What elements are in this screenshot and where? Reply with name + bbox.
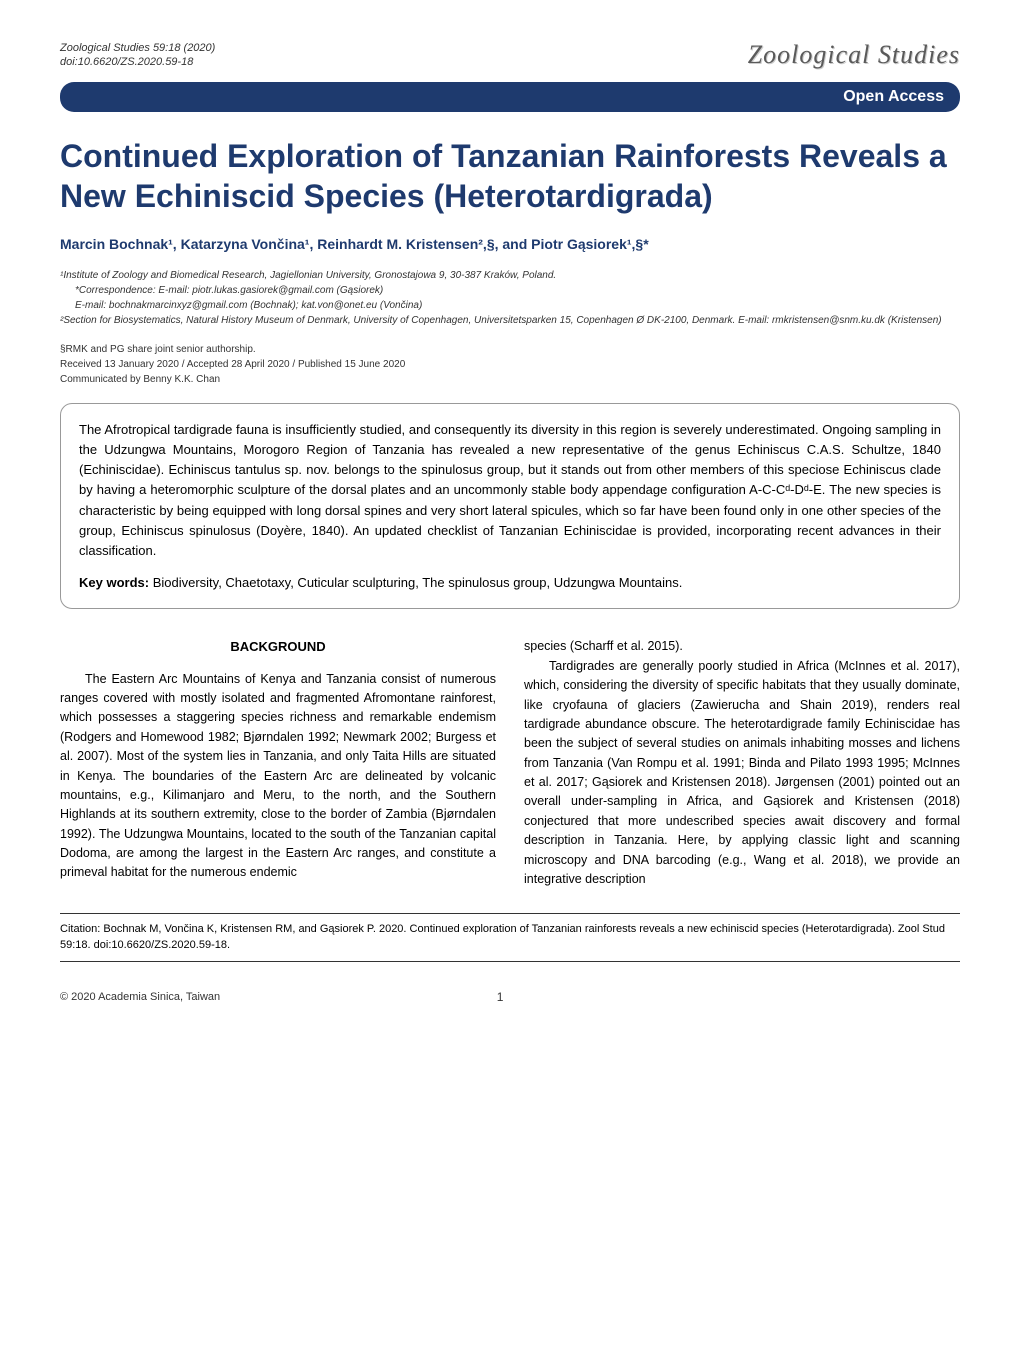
senior-authorship: §RMK and PG share joint senior authorshi… — [60, 342, 960, 357]
affiliation-2: ²Section for Biosystematics, Natural His… — [60, 313, 960, 328]
correspondence: *Correspondence: E-mail: piotr.lukas.gas… — [60, 283, 960, 298]
journal-logo: Zoological Studies — [748, 40, 960, 70]
page-number: 1 — [497, 990, 504, 1004]
journal-info: Zoological Studies 59:18 (2020) doi:10.6… — [60, 41, 215, 70]
abstract-box: The Afrotropical tardigrade fauna is ins… — [60, 403, 960, 609]
dates-line: Received 13 January 2020 / Accepted 28 A… — [60, 357, 960, 372]
right-top-line: species (Scharff et al. 2015). — [524, 637, 960, 656]
abstract-text: The Afrotropical tardigrade fauna is ins… — [79, 420, 941, 561]
body-columns: BACKGROUND The Eastern Arc Mountains of … — [60, 637, 960, 889]
section-heading: BACKGROUND — [60, 637, 496, 657]
keywords-text: Biodiversity, Chaetotaxy, Cuticular scul… — [149, 575, 682, 590]
affiliations-block: ¹Institute of Zoology and Biomedical Res… — [60, 268, 960, 328]
citation-box: Citation: Bochnak M, Vončina K, Kristens… — [60, 913, 960, 962]
page-container: Zoological Studies 59:18 (2020) doi:10.6… — [0, 0, 1020, 1044]
right-column: species (Scharff et al. 2015). Tardigrad… — [524, 637, 960, 889]
authors-line: Marcin Bochnak¹, Katarzyna Vončina¹, Rei… — [60, 236, 960, 252]
citation-text: Citation: Bochnak M, Vončina K, Kristens… — [60, 923, 945, 950]
keywords-label: Key words: — [79, 575, 149, 590]
open-access-bar: Open Access — [60, 82, 960, 112]
left-column: BACKGROUND The Eastern Arc Mountains of … — [60, 637, 496, 889]
doi: doi:10.6620/ZS.2020.59-18 — [60, 55, 215, 69]
open-access-label: Open Access — [843, 88, 944, 105]
keywords-line: Key words: Biodiversity, Chaetotaxy, Cut… — [79, 573, 941, 593]
meta-info-block: §RMK and PG share joint senior authorshi… — [60, 342, 960, 387]
left-paragraph: The Eastern Arc Mountains of Kenya and T… — [60, 670, 496, 883]
header-top: Zoological Studies 59:18 (2020) doi:10.6… — [60, 40, 960, 70]
affiliation-1: ¹Institute of Zoology and Biomedical Res… — [60, 268, 960, 283]
page-footer: © 2020 Academia Sinica, Taiwan 1 — [60, 990, 960, 1004]
copyright-text: © 2020 Academia Sinica, Taiwan — [60, 991, 220, 1003]
communicated-by: Communicated by Benny K.K. Chan — [60, 372, 960, 387]
journal-ref: Zoological Studies 59:18 (2020) — [60, 41, 215, 55]
right-paragraph: Tardigrades are generally poorly studied… — [524, 657, 960, 890]
emails-line: E-mail: bochnakmarcinxyz@gmail.com (Boch… — [60, 298, 960, 313]
article-title: Continued Exploration of Tanzanian Rainf… — [60, 136, 960, 216]
